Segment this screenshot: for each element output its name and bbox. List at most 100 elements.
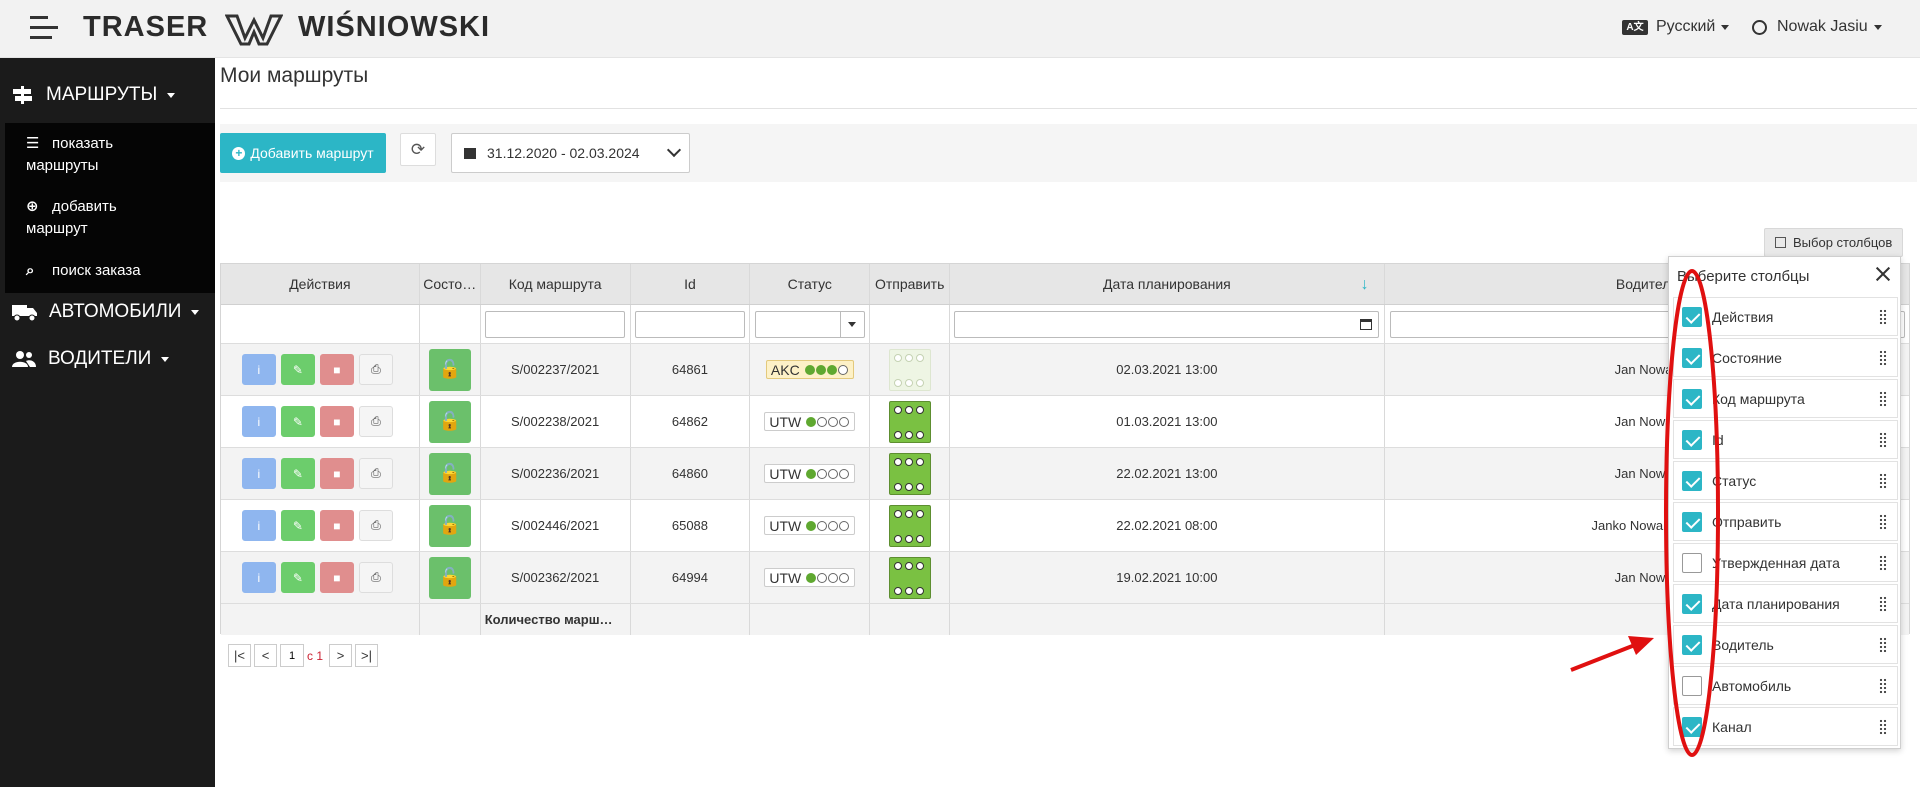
unlock-button[interactable]: 🔓 bbox=[428, 556, 471, 599]
delete-button[interactable]: ■ bbox=[319, 354, 354, 385]
sidebar-item-add-route[interactable]: ⊕ добавить маршрут bbox=[26, 196, 117, 240]
table-row[interactable]: i ✎ ■ ⎙ 🔓 S/002362/2021 64994 UTW 19.02.2021 10:… bbox=[221, 552, 1909, 604]
header-id[interactable]: Id bbox=[631, 264, 751, 304]
first-page-button[interactable]: |< bbox=[228, 644, 251, 667]
drag-handle-icon[interactable] bbox=[1879, 349, 1887, 366]
drag-handle-icon[interactable] bbox=[1879, 554, 1887, 571]
drag-handle-icon[interactable] bbox=[1879, 431, 1887, 448]
print-button[interactable]: ⎙ bbox=[358, 510, 393, 541]
column-option[interactable]: Отправить bbox=[1673, 502, 1898, 541]
unlock-button[interactable]: 🔓 bbox=[428, 400, 471, 443]
checkbox[interactable] bbox=[1682, 552, 1702, 573]
table-row[interactable]: i ✎ ■ ⎙ 🔓 S/002237/2021 64861 AKC 02.03.2021 13:… bbox=[221, 344, 1909, 396]
sidebar-item-cars[interactable]: АВТОМОБИЛИ bbox=[12, 301, 200, 323]
sidebar-item-search-order[interactable]: ⌕ поиск заказа bbox=[26, 260, 141, 282]
send-button[interactable] bbox=[888, 452, 931, 495]
drag-handle-icon[interactable] bbox=[1879, 513, 1887, 530]
info-button[interactable]: i bbox=[241, 458, 276, 489]
sort-down-icon[interactable]: ↓ bbox=[1360, 276, 1369, 293]
info-button[interactable]: i bbox=[241, 510, 276, 541]
checkbox[interactable] bbox=[1682, 429, 1702, 450]
table-row[interactable]: i ✎ ■ ⎙ 🔓 S/002238/2021 64862 UTW 01.03.2021 13:… bbox=[221, 396, 1909, 448]
table-row[interactable]: i ✎ ■ ⎙ 🔓 S/002236/2021 64860 UTW 22.02.2021 13:… bbox=[221, 448, 1909, 500]
header-state[interactable]: Состо… bbox=[420, 264, 481, 304]
calendar-icon[interactable] bbox=[1360, 318, 1373, 330]
checkbox[interactable] bbox=[1682, 470, 1702, 491]
print-button[interactable]: ⎙ bbox=[358, 406, 393, 437]
drag-handle-icon[interactable] bbox=[1879, 677, 1887, 694]
drag-handle-icon[interactable] bbox=[1879, 636, 1887, 653]
edit-button[interactable]: ✎ bbox=[280, 562, 315, 593]
send-button[interactable] bbox=[888, 400, 931, 443]
next-page-button[interactable]: > bbox=[329, 644, 353, 667]
checkbox[interactable] bbox=[1682, 634, 1702, 655]
delete-button[interactable]: ■ bbox=[319, 562, 354, 593]
checkbox[interactable] bbox=[1682, 347, 1702, 368]
sidebar-item-show-routes[interactable]: ☰ показать маршруты bbox=[26, 133, 113, 177]
column-option[interactable]: Код маршрута bbox=[1673, 379, 1898, 418]
column-option[interactable]: Канал bbox=[1673, 707, 1898, 746]
user-menu[interactable]: Nowak Jasiu bbox=[1752, 18, 1882, 36]
column-option[interactable]: Дата планирования bbox=[1673, 584, 1898, 623]
filter-planning-date[interactable] bbox=[954, 310, 1380, 338]
column-option[interactable]: Состояние bbox=[1673, 338, 1898, 377]
page-number-input[interactable] bbox=[280, 644, 304, 667]
column-chooser-button[interactable]: Выбор столбцов bbox=[1764, 228, 1903, 257]
close-icon[interactable] bbox=[1872, 263, 1894, 285]
checkbox[interactable] bbox=[1682, 716, 1702, 737]
print-button[interactable]: ⎙ bbox=[358, 354, 393, 385]
column-option[interactable]: Водитель bbox=[1673, 625, 1898, 664]
delete-button[interactable]: ■ bbox=[319, 406, 354, 437]
info-button[interactable]: i bbox=[241, 562, 276, 593]
date-range-picker[interactable]: 31.12.2020 - 02.03.2024 bbox=[451, 133, 690, 173]
header-status[interactable]: Статус bbox=[750, 264, 871, 304]
filter-id[interactable] bbox=[634, 310, 745, 338]
header-route-code[interactable]: Код маршрута bbox=[481, 264, 631, 304]
send-button[interactable] bbox=[888, 348, 931, 391]
drag-handle-icon[interactable] bbox=[1879, 308, 1887, 325]
delete-button[interactable]: ■ bbox=[319, 510, 354, 541]
checkbox[interactable] bbox=[1682, 675, 1702, 696]
send-button[interactable] bbox=[888, 504, 931, 547]
unlock-button[interactable]: 🔓 bbox=[428, 348, 471, 391]
filter-route-code[interactable] bbox=[485, 310, 626, 338]
delete-button[interactable]: ■ bbox=[319, 458, 354, 489]
header-actions[interactable]: Действия bbox=[221, 264, 420, 304]
checkbox[interactable] bbox=[1682, 388, 1702, 409]
hamburger-menu-icon[interactable] bbox=[30, 16, 58, 40]
column-option[interactable]: Статус bbox=[1673, 461, 1898, 500]
prev-page-button[interactable]: < bbox=[254, 644, 277, 667]
sidebar-item-routes[interactable]: МАРШРУТЫ bbox=[12, 84, 176, 106]
drag-handle-icon[interactable] bbox=[1879, 472, 1887, 489]
select-toggle[interactable] bbox=[839, 311, 864, 337]
column-option[interactable]: Автомобиль bbox=[1673, 666, 1898, 705]
language-selector[interactable]: A文 Русский bbox=[1622, 18, 1730, 36]
edit-button[interactable]: ✎ bbox=[280, 354, 315, 385]
header-driver[interactable]: Водитель bbox=[1615, 276, 1678, 292]
checkbox[interactable] bbox=[1682, 593, 1702, 614]
print-button[interactable]: ⎙ bbox=[358, 562, 393, 593]
print-button[interactable]: ⎙ bbox=[358, 458, 393, 489]
refresh-button[interactable]: ⟳ bbox=[400, 133, 436, 166]
unlock-button[interactable]: 🔓 bbox=[428, 504, 471, 547]
column-option[interactable]: Действия bbox=[1673, 297, 1898, 336]
column-option[interactable]: Утвержденная дата bbox=[1673, 543, 1898, 582]
edit-button[interactable]: ✎ bbox=[280, 406, 315, 437]
column-option[interactable]: Id bbox=[1673, 420, 1898, 459]
send-button[interactable] bbox=[888, 556, 931, 599]
unlock-button[interactable]: 🔓 bbox=[428, 452, 471, 495]
header-send[interactable]: Отправить bbox=[870, 264, 951, 304]
filter-status-select[interactable] bbox=[754, 310, 865, 338]
edit-button[interactable]: ✎ bbox=[280, 458, 315, 489]
checkbox[interactable] bbox=[1682, 511, 1702, 532]
add-route-button[interactable]: + Добавить маршрут bbox=[220, 133, 386, 173]
sidebar-item-drivers[interactable]: ВОДИТЕЛИ bbox=[12, 348, 170, 370]
drag-handle-icon[interactable] bbox=[1879, 718, 1887, 735]
info-button[interactable]: i bbox=[241, 354, 276, 385]
info-button[interactable]: i bbox=[241, 406, 276, 437]
checkbox[interactable] bbox=[1682, 306, 1702, 327]
table-row[interactable]: i ✎ ■ ⎙ 🔓 S/002446/2021 65088 UTW 22.02.2021 08:… bbox=[221, 500, 1909, 552]
drag-handle-icon[interactable] bbox=[1879, 390, 1887, 407]
header-planning-date[interactable]: Дата планирования ↓ bbox=[950, 264, 1385, 304]
drag-handle-icon[interactable] bbox=[1879, 595, 1887, 612]
